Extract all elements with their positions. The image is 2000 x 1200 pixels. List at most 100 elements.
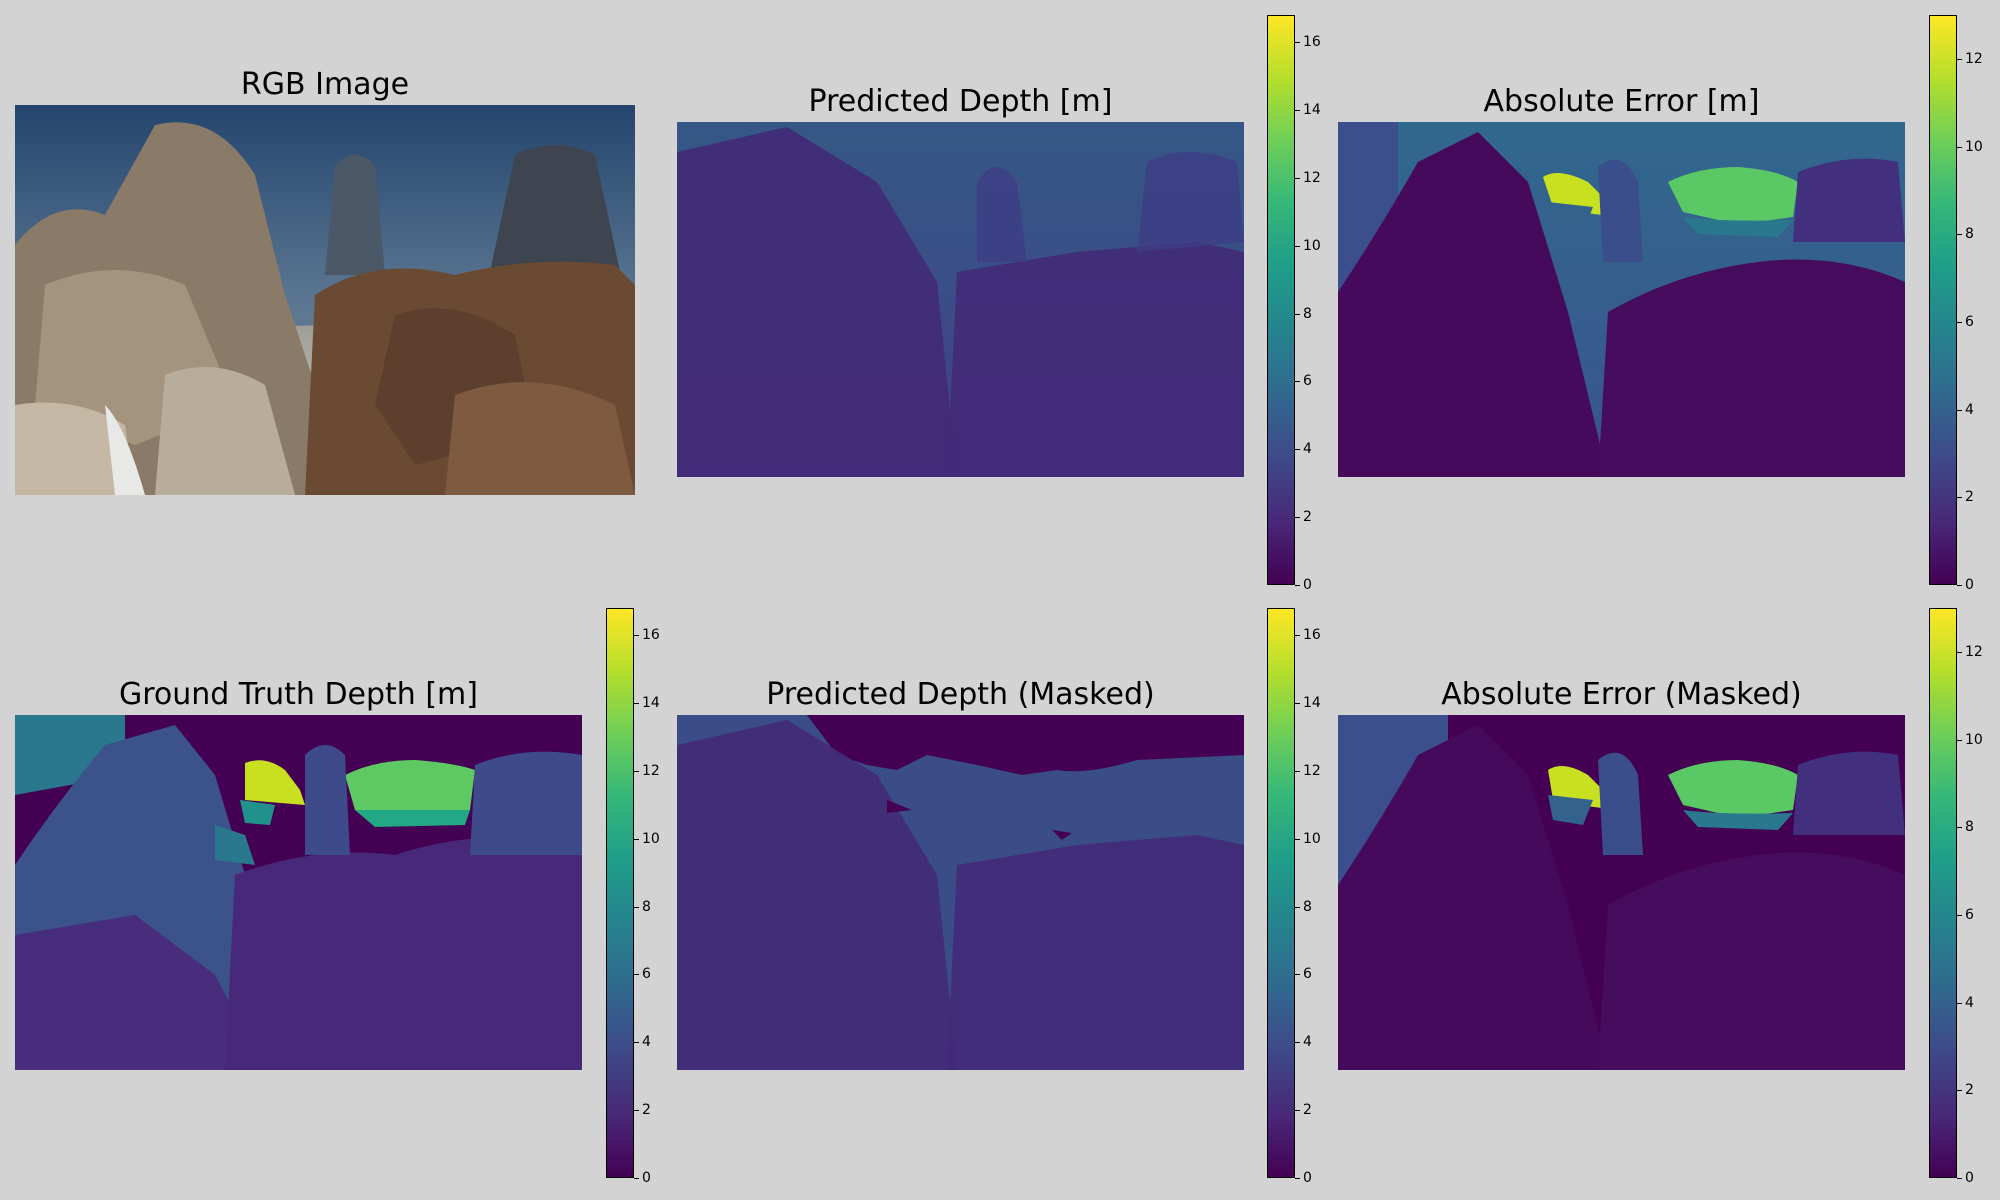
- panel-absolute-error-masked: Absolute Error (Masked): [1338, 673, 1905, 1070]
- predicted-depth-masked-map: [677, 715, 1244, 1070]
- colorbar-tick-label: 6: [1303, 373, 1312, 390]
- colorbar-tick: [1295, 110, 1300, 111]
- colorbar-tick: [1957, 58, 1962, 60]
- colorbar-tick-label: 0: [642, 1170, 651, 1186]
- colorbar-tick-label: 4: [1303, 1034, 1312, 1051]
- colorbar-tick-label: 6: [642, 966, 651, 983]
- colorbar-tick: [1295, 838, 1300, 840]
- colorbar-tick: [634, 770, 639, 772]
- colorbar-tick-label: 8: [1965, 226, 1974, 243]
- colorbar-tick-label: 6: [1965, 906, 1974, 923]
- panel-predicted-depth: Predicted Depth [m]: [677, 80, 1244, 477]
- colorbar-tick: [634, 838, 639, 840]
- panel-absolute-error: Absolute Error [m]: [1338, 80, 1905, 477]
- colorbar-tick: [1957, 409, 1962, 411]
- colorbar-tick: [1957, 321, 1962, 323]
- colorbar-tick-label: 10: [1965, 731, 1983, 748]
- colorbar-tick-label: 6: [1303, 966, 1312, 983]
- colorbar-tick-label: 0: [1303, 1170, 1312, 1186]
- colorbar-tick-label: 12: [1965, 643, 1983, 660]
- panel-title: Predicted Depth (Masked): [766, 677, 1155, 712]
- colorbar-tick-label: 4: [1303, 441, 1312, 458]
- colorbar-tick-label: 12: [1303, 762, 1321, 779]
- colorbar-tick: [1295, 1042, 1300, 1044]
- colorbar-tick-label: 12: [1303, 169, 1321, 186]
- colorbar-tick-label: 8: [642, 898, 651, 915]
- colorbar-tick-label: 2: [1303, 509, 1312, 526]
- colorbar-tick: [1957, 914, 1962, 916]
- colorbar-tick: [1295, 703, 1300, 704]
- colorbar-tick: [1957, 1002, 1962, 1004]
- absolute-error-map: [1338, 122, 1905, 477]
- colorbar-gradient: [1929, 15, 1957, 585]
- colorbar-tick-label: 16: [1303, 34, 1321, 51]
- colorbar-tick-label: 6: [1965, 313, 1974, 330]
- colorbar-tick: [1295, 517, 1300, 519]
- colorbar-tick-label: 10: [1303, 237, 1321, 254]
- colorbar-tick-label: 0: [1303, 577, 1312, 593]
- colorbar-tick: [1295, 313, 1300, 315]
- panel-title: Absolute Error [m]: [1483, 84, 1760, 119]
- colorbar-tick-label: 10: [1965, 138, 1983, 155]
- panel-title: Absolute Error (Masked): [1441, 677, 1802, 712]
- colorbar-tick: [1295, 449, 1300, 451]
- colorbar-tick: [1957, 827, 1962, 829]
- predicted-depth-map: [677, 122, 1244, 477]
- colorbar-tick: [634, 1042, 639, 1044]
- colorbar-tick-label: 10: [642, 830, 660, 847]
- colorbar-tick: [634, 906, 639, 908]
- colorbar-gradient: [1267, 15, 1295, 585]
- colorbar-error: 0 2 4 6 8 10 12: [1929, 608, 1999, 1186]
- colorbar-tick: [1295, 381, 1300, 383]
- rgb-image: [15, 105, 635, 495]
- colorbar-tick: [634, 1178, 639, 1179]
- colorbar-tick-label: 12: [642, 762, 660, 779]
- colorbar-tick-label: 8: [1965, 819, 1974, 836]
- colorbar-tick-label: 2: [642, 1102, 651, 1119]
- colorbar-tick-label: 16: [642, 627, 660, 644]
- colorbar-tick: [1295, 1110, 1300, 1112]
- panel-ground-truth-depth: Ground Truth Depth [m]: [15, 673, 582, 1070]
- colorbar-tick-label: 10: [1303, 830, 1321, 847]
- colorbar-tick: [1957, 146, 1962, 148]
- colorbar-tick: [1295, 42, 1300, 44]
- colorbar-tick-label: 0: [1965, 1170, 1974, 1186]
- colorbar-tick: [634, 1110, 639, 1112]
- colorbar-tick: [1957, 1090, 1962, 1092]
- colorbar-tick: [634, 703, 639, 704]
- colorbar-gradient: [1929, 608, 1957, 1178]
- colorbar-tick: [1295, 1178, 1300, 1179]
- colorbar-tick-label: 4: [1965, 401, 1974, 418]
- colorbar-tick-label: 4: [1965, 994, 1974, 1011]
- panel-title: Ground Truth Depth [m]: [118, 677, 478, 712]
- colorbar-tick: [1957, 497, 1962, 499]
- panel-title: Predicted Depth [m]: [808, 84, 1113, 119]
- colorbar-tick-label: 16: [1303, 627, 1321, 644]
- colorbar-tick-label: 2: [1303, 1102, 1312, 1119]
- colorbar-tick: [1295, 177, 1300, 179]
- colorbar-error: 0 2 4 6 8 10 12: [1929, 15, 1999, 593]
- colorbar-tick-label: 8: [1303, 305, 1312, 322]
- colorbar-tick: [1295, 974, 1300, 976]
- colorbar-tick: [1295, 635, 1300, 637]
- colorbar-tick: [1957, 739, 1962, 741]
- colorbar-tick: [634, 974, 639, 976]
- colorbar-tick: [1295, 770, 1300, 772]
- colorbar-tick: [1957, 651, 1962, 653]
- colorbar-tick-label: 12: [1965, 50, 1983, 67]
- colorbar-gradient: [606, 608, 634, 1178]
- colorbar-gradient: [1267, 608, 1295, 1178]
- colorbar-tick-label: 14: [642, 695, 660, 711]
- colorbar-tick-label: 2: [1965, 1082, 1974, 1099]
- colorbar-tick-label: 2: [1965, 489, 1974, 506]
- panel-title: RGB Image: [240, 67, 410, 102]
- colorbar-tick-label: 8: [1303, 898, 1312, 915]
- colorbar-tick-label: 14: [1303, 102, 1321, 118]
- colorbar-depth: 0 2 4 6 8 10 12 14 16: [1267, 608, 1337, 1186]
- panel-rgb-image: RGB Image: [15, 60, 635, 495]
- colorbar-depth: 0 2 4 6 8 10 12 14 16: [1267, 15, 1337, 593]
- colorbar-tick: [634, 635, 639, 637]
- panel-predicted-depth-masked: Predicted Depth (Masked): [677, 673, 1244, 1070]
- colorbar-tick: [1295, 245, 1300, 247]
- colorbar-depth: 0 2 4 6 8 10 12 14 16: [606, 608, 676, 1186]
